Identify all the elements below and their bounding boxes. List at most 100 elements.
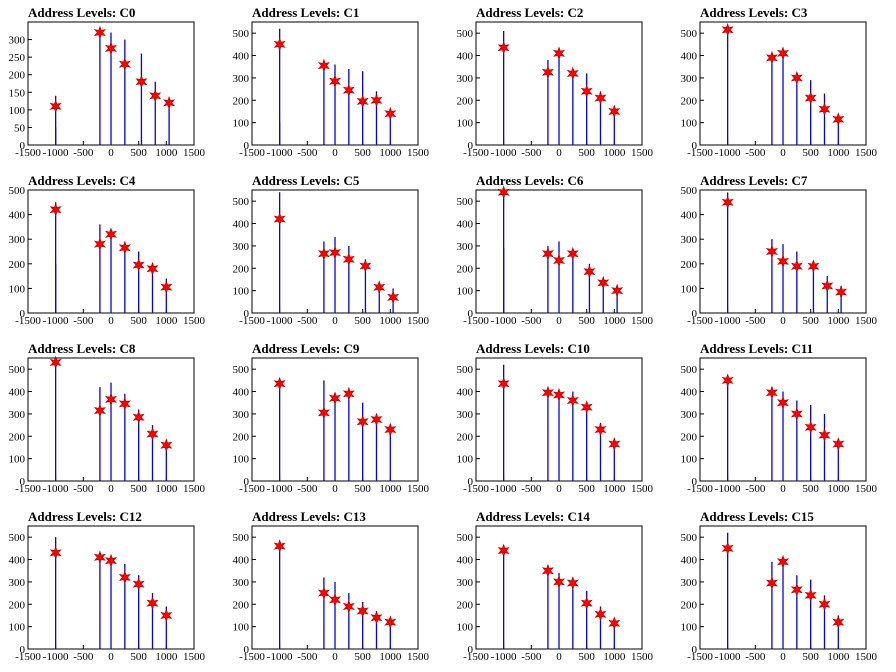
y-tick-label: 300	[681, 577, 698, 589]
x-tick-label: -500	[521, 147, 542, 159]
x-tick-label: 1500	[407, 651, 430, 663]
x-tick-label: -1000	[715, 651, 741, 663]
x-tick-label: 1500	[631, 651, 654, 663]
star-marker	[118, 57, 131, 72]
y-tick-label: 100	[233, 622, 250, 634]
y-tick-label: 200	[457, 599, 474, 611]
chart-panel: Address Levels: C4 0 100 200 300 400 500 -1500-…	[0, 168, 224, 336]
y-tick-label: 0	[20, 476, 26, 488]
y-tick-label: 400	[9, 555, 26, 567]
y-tick-label: 400	[457, 219, 474, 231]
x-tick-label: 1500	[855, 651, 878, 663]
chart-panel: Address Levels: C6 0 100 200 300 400 500 -1500-…	[448, 168, 672, 336]
star-marker	[553, 253, 565, 268]
y-tick-label: 0	[692, 140, 698, 152]
chart-title: Address Levels: C15	[700, 509, 814, 524]
x-tick-label: -1500	[687, 651, 713, 663]
star-marker	[608, 437, 621, 452]
x-tick-label: 500	[354, 315, 371, 327]
y-tick-label: 0	[244, 644, 250, 656]
star-marker	[146, 427, 159, 441]
x-tick-label: 1000	[603, 651, 626, 663]
x-tick-label: 1000	[603, 315, 626, 327]
y-tick-label: 150	[9, 87, 26, 99]
y-tick-label: 100	[233, 118, 250, 130]
star-marker	[583, 264, 596, 279]
x-tick-label: 0	[780, 147, 786, 159]
y-tick-label: 100	[457, 118, 474, 130]
x-tick-label: 1000	[155, 315, 178, 327]
y-tick-label: 0	[692, 476, 698, 488]
y-tick-label: 100	[9, 622, 26, 634]
y-tick-label: 300	[9, 35, 26, 47]
x-tick-label: -500	[745, 651, 766, 663]
y-tick-label: 100	[457, 286, 474, 298]
star-marker	[790, 582, 803, 597]
star-marker	[777, 254, 789, 269]
chart-panel: Address Levels: C9 0 100 200 300 400 500 -1500-…	[224, 336, 448, 504]
chart-panel: Address Levels: C3 0 100 200 300 400 500 -1500-…	[672, 0, 896, 168]
x-tick-label: 1000	[827, 315, 850, 327]
star-marker	[566, 66, 579, 81]
x-tick-label: 0	[780, 483, 786, 495]
y-tick-label: 500	[457, 532, 474, 544]
y-tick-label: 300	[681, 73, 698, 85]
y-tick-label: 300	[9, 409, 26, 421]
y-tick-label: 500	[233, 28, 250, 40]
y-tick-label: 400	[457, 555, 474, 567]
star-marker	[597, 275, 610, 290]
chart-panel: Address Levels: C0 0 50 100 150 200 250 300 -150…	[0, 0, 224, 168]
star-marker	[818, 428, 831, 443]
y-tick-label: 500	[457, 364, 474, 376]
x-tick-label: 1500	[407, 147, 430, 159]
star-marker	[370, 93, 383, 108]
chart-panel: Address Levels: C2 0 100 200 300 400 500 -1500-…	[448, 0, 672, 168]
x-tick-label: -1500	[15, 651, 41, 663]
star-marker	[807, 259, 820, 274]
x-tick-label: -1000	[267, 483, 293, 495]
chart-svg: 0 100 200 300 400 500 -1500 -1000 -500 0 500 1000 15…	[9, 355, 206, 495]
star-marker	[497, 543, 510, 558]
chart-panel: Address Levels: C11 0 100 200 300 400 500 -1500…	[672, 336, 896, 504]
star-marker	[765, 50, 778, 65]
star-marker	[132, 577, 145, 592]
star-marker	[804, 420, 817, 435]
x-tick-label: 1500	[855, 483, 878, 495]
chart-svg: 0 100 200 300 400 500 -1500 -1000 -500 0 500 1000 15…	[681, 185, 878, 327]
chart-svg: 0 100 200 300 400 500 -1500 -1000 -500 0 500 1000 15…	[681, 357, 878, 495]
x-tick-label: -500	[745, 483, 766, 495]
chart-panel: Address Levels: C14 0 100 200 300 400 500 -1500…	[448, 504, 672, 672]
x-tick-label: -1000	[43, 483, 69, 495]
chart-title: Address Levels: C0	[28, 5, 136, 20]
x-tick-label: -1000	[715, 147, 741, 159]
y-tick-label: 0	[20, 140, 26, 152]
star-marker	[608, 104, 621, 119]
y-tick-label: 300	[233, 409, 250, 421]
x-tick-label: -1000	[43, 147, 69, 159]
star-marker	[497, 376, 510, 391]
chart-title: Address Levels: C1	[252, 5, 360, 20]
chart-title: Address Levels: C4	[28, 173, 136, 188]
y-tick-label: 300	[9, 577, 26, 589]
star-marker	[790, 70, 803, 85]
star-marker	[146, 596, 159, 611]
star-marker	[553, 387, 565, 402]
x-tick-label: -500	[745, 315, 766, 327]
star-marker	[49, 202, 62, 217]
y-tick-label: 200	[681, 259, 698, 271]
star-marker	[329, 245, 341, 260]
x-tick-label: -1000	[267, 315, 293, 327]
chart-panel: Address Levels: C1 0 100 200 300 400 500 -1500-…	[224, 0, 448, 168]
x-tick-label: 0	[108, 315, 114, 327]
y-tick-label: 0	[20, 308, 26, 320]
x-tick-label: 1500	[631, 315, 654, 327]
y-tick-label: 200	[233, 599, 250, 611]
star-marker	[594, 91, 607, 105]
y-tick-label: 300	[457, 577, 474, 589]
x-tick-label: -1500	[239, 651, 265, 663]
star-marker	[721, 541, 734, 556]
x-tick-label: 500	[354, 147, 371, 159]
star-marker	[832, 615, 845, 630]
x-tick-label: 500	[578, 651, 595, 663]
